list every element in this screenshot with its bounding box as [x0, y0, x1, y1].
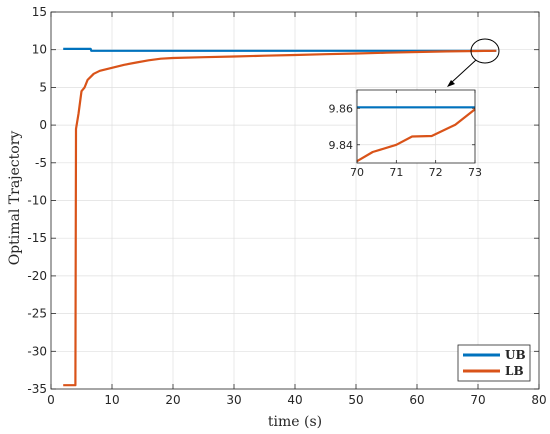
y-tick-label: 15	[32, 5, 47, 19]
zoom-marker	[447, 38, 500, 87]
zoom-arrow-head	[447, 80, 455, 87]
inset-x-tick-label: 73	[468, 166, 482, 179]
legend-ub-label: UB	[505, 348, 526, 362]
legend-box	[457, 344, 531, 382]
y-tick-label: 10	[32, 43, 47, 57]
x-tick-label: 0	[47, 393, 55, 407]
y-tick-label: -10	[27, 194, 47, 208]
legend-lb-label: LB	[505, 364, 524, 378]
inset-plot-frame	[356, 89, 476, 164]
inset-y-tick-label: 9.84	[329, 139, 354, 152]
main-plot: 0 10 20 30 40 50 60 70 80 -35 -30 -25 -20 -15 -10 -5 0 5 1…	[27, 5, 546, 407]
y-tick-label: -25	[27, 307, 47, 321]
x-tick-label: 40	[287, 393, 302, 407]
zoom-circle	[470, 38, 500, 64]
y-tick-label: -5	[35, 156, 47, 170]
series-line-lb	[63, 49, 497, 387]
y-tick-label: -15	[27, 231, 47, 245]
x-tick-label: 70	[470, 393, 485, 407]
legend: UB LB	[457, 344, 531, 382]
x-tick-label: 20	[165, 393, 180, 407]
x-axis-label: time (s)	[268, 414, 322, 430]
y-tick-label: 5	[39, 80, 47, 94]
x-tick-label: 60	[409, 393, 424, 407]
inset-x-tick-label: 71	[389, 166, 403, 179]
y-tick-label: -30	[27, 344, 47, 358]
y-tick-label: -20	[27, 269, 47, 283]
x-tick-label: 10	[104, 393, 119, 407]
y-tick-label: 0	[39, 118, 47, 132]
x-tick-label: 80	[531, 393, 546, 407]
inset-x-tick-label: 72	[429, 166, 443, 179]
x-tick-label: 50	[348, 393, 363, 407]
series-line-ub	[63, 47, 497, 52]
y-tick-label: -35	[27, 382, 47, 396]
y-axis-label: Optimal Trajectory	[7, 131, 23, 266]
inset-y-tick-label: 9.86	[329, 102, 354, 115]
zoom-arrow-line	[451, 59, 477, 83]
inset-plot: 70 71 72 73 9.84 9.86	[329, 89, 482, 179]
inset-series-line-lb	[356, 108, 476, 163]
x-tick-label: 30	[226, 393, 241, 407]
inset-x-tick-label: 70	[350, 166, 364, 179]
